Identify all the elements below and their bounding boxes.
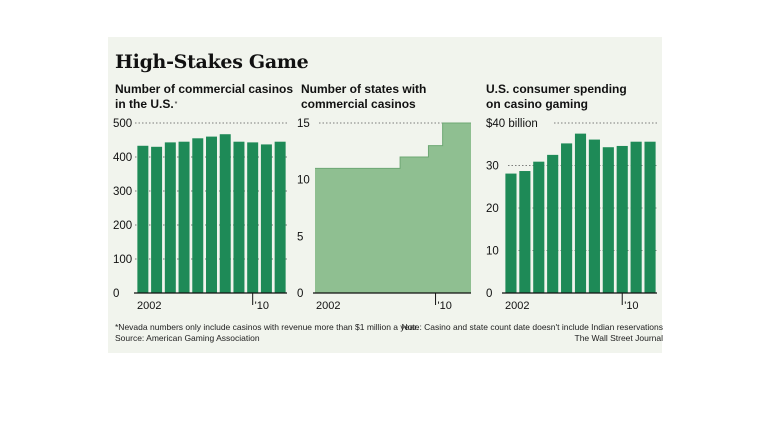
bar-2006 [192,138,204,293]
y-tick-label: 300 [113,186,132,198]
x-tick-label: 2002 [137,300,161,312]
y-tick-label: 100 [113,254,132,266]
bar-2010 [616,145,628,293]
x-tick-label: '10 [624,300,638,312]
subtitle-casinos-text: Number of commercial casinos in the U.S. [115,82,294,111]
bar-2003 [519,171,531,293]
y-tick-label: 10 [486,246,499,258]
y-tick-label: 10 [297,175,310,187]
y-tick-label: 5 [297,231,303,243]
bar-2008 [219,134,231,293]
y-tick-label: 200 [113,220,132,232]
bar-2005 [547,154,559,293]
y-tick-label: 400 [113,152,132,164]
bar-2006 [561,143,573,293]
bar-2012 [274,141,286,293]
x-tick-label: '10 [438,300,452,312]
bar-2009 [233,141,245,293]
bar-2002 [137,145,149,293]
bar-2002 [505,173,517,293]
bar-2004 [533,161,545,293]
x-tick-label: 2002 [316,300,340,312]
area-outline [315,122,471,169]
y-tick-label: 500 [113,118,132,130]
bar-2005 [178,141,190,293]
bar-2010 [247,142,259,293]
y-tick-label: 20 [486,203,499,215]
bar-2009 [602,147,614,293]
y-tick-label: 15 [297,118,310,130]
x-tick-label: '10 [255,300,269,312]
bar-2011 [260,144,272,293]
y-tick-label: 0 [297,288,303,300]
x-tick-label: 2002 [505,300,529,312]
y-tick-label: 0 [113,288,119,300]
footnote-credit: The Wall Street Journal [574,333,664,343]
subtitle-casinos-marker: * [174,101,178,108]
page-title: High-Stakes Game [115,51,309,73]
area-series [315,123,471,293]
subtitle-casinos: Number of commercial casinos in the U.S.… [115,82,293,112]
bar-2007 [574,133,587,293]
footnote-nevada: *Nevada numbers only include casinos wit… [115,322,419,332]
bar-2004 [164,142,176,293]
subtitle-spending: U.S. consumer spending on casino gaming [486,82,627,111]
bar-2008 [588,139,600,293]
footnote-source: Source: American Gaming Association [115,333,260,343]
y-tick-label: $40 billion [486,118,538,130]
y-tick-label: 0 [486,288,492,300]
bar-2007 [206,136,217,293]
subtitle-states: Number of states with commercial casinos [301,82,427,111]
y-tick-label: 30 [486,161,499,173]
bar-2003 [151,146,163,293]
bar-2012 [644,141,656,293]
footnote-note: Note: Casino and state count date doesn'… [401,322,663,332]
bar-2011 [630,141,642,293]
